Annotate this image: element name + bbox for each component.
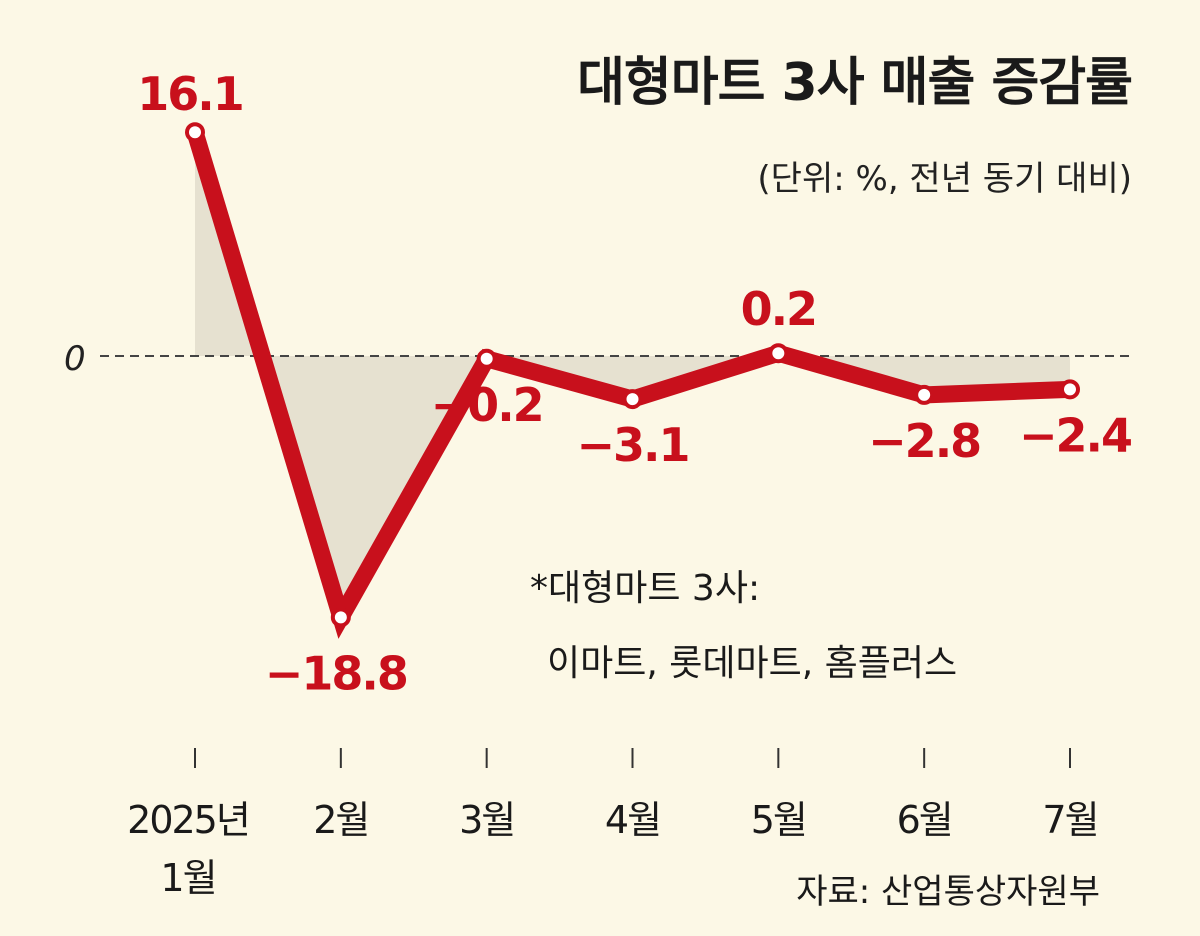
x-tick-label: 1월 xyxy=(160,856,215,900)
x-tick-label: 4월 xyxy=(605,798,660,842)
zero-axis-label: 0 xyxy=(64,339,86,379)
x-axis-ticks: 2025년 1월 2월 3월 4월 5월 6월 7월 xyxy=(127,748,1100,900)
area-fill xyxy=(195,132,1070,618)
data-point xyxy=(185,122,205,143)
chart-title: 대형마트 3사 매출 증감률 xyxy=(577,53,1132,113)
data-source: 자료: 산업통상자원부 xyxy=(796,872,1100,912)
data-point xyxy=(1060,379,1080,400)
x-tick-label: 5월 xyxy=(751,798,806,842)
data-point xyxy=(768,343,789,364)
data-label: −0.2 xyxy=(431,378,543,432)
data-point xyxy=(914,384,935,405)
x-tick-label: 6월 xyxy=(897,798,952,842)
area-fill-layer xyxy=(195,132,1070,618)
data-point xyxy=(622,389,643,410)
data-point xyxy=(476,348,497,369)
data-label: 0.2 xyxy=(741,282,817,336)
x-tick-label: 7월 xyxy=(1042,798,1097,842)
x-tick-label: 3월 xyxy=(459,798,514,842)
data-labels-layer: 16.1 −18.8 −0.2 −3.1 0.2 −2.8 −2.4 xyxy=(137,67,1133,700)
data-label: −3.1 xyxy=(576,418,688,472)
data-label: 16.1 xyxy=(137,67,243,121)
chart-note-line1: *대형마트 3사: xyxy=(530,568,760,609)
data-label: −2.4 xyxy=(1019,408,1131,462)
x-tick-label: 2025년 xyxy=(127,798,249,842)
data-point xyxy=(330,607,351,628)
chart-note-line2: 이마트, 롯데마트, 홈플러스 xyxy=(547,643,957,684)
data-label: −18.8 xyxy=(265,646,407,700)
chart-subtitle: (단위: %, 전년 동기 대비) xyxy=(757,159,1132,199)
x-tick-label: 2월 xyxy=(313,798,368,842)
data-points-layer xyxy=(185,122,1080,628)
data-label: −2.8 xyxy=(868,414,980,468)
